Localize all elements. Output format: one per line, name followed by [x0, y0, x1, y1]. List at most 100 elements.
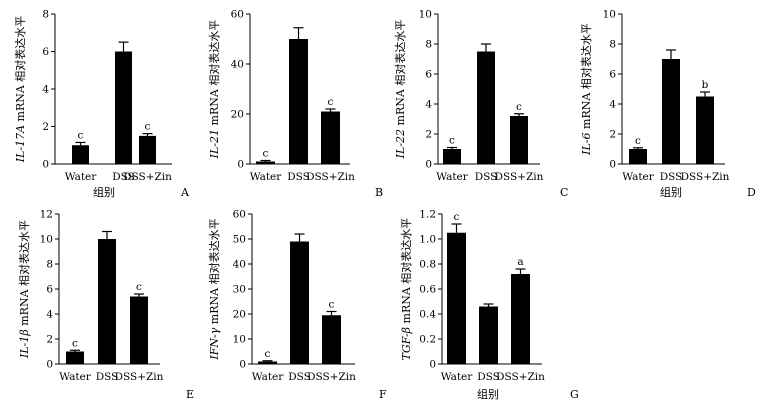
- y-axis-label: IL-22 mRNA 相对表达水平: [393, 20, 407, 160]
- y-tick-label: 10: [40, 234, 53, 246]
- y-tick-label: 60: [231, 9, 244, 21]
- category-label: Water: [436, 171, 469, 183]
- y-tick-label: 12: [40, 209, 53, 221]
- category-label: DSS+Zin: [123, 171, 172, 183]
- y-tick-label: 0: [429, 359, 436, 371]
- y-tick-label: 20: [233, 309, 246, 321]
- panel-letter: G: [570, 388, 579, 401]
- significance-letter: c: [449, 135, 455, 147]
- y-axis-label-text: mRNA 相对表达水平: [393, 20, 407, 129]
- bar: [511, 274, 530, 364]
- y-axis-label-text: mRNA 相对表达水平: [13, 16, 27, 125]
- category-label: Water: [59, 371, 92, 383]
- significance-letter: c: [635, 135, 641, 147]
- y-axis-label: IFN-γ mRNA 相对表达水平: [207, 218, 221, 360]
- bar: [139, 135, 156, 164]
- y-tick-label: 6: [46, 284, 53, 296]
- category-label: DSS: [96, 371, 119, 383]
- y-tick-label: 4: [425, 99, 432, 111]
- y-tick-label: 50: [233, 234, 246, 246]
- bar: [629, 149, 647, 164]
- category-label: DSS+Zin: [496, 371, 545, 383]
- category-label: DSS: [287, 171, 310, 183]
- category-label: DSS: [660, 171, 683, 183]
- bar: [130, 296, 148, 364]
- significance-letter: c: [72, 337, 78, 349]
- y-axis-label-text: mRNA 相对表达水平: [207, 218, 221, 327]
- y-tick-label: 10: [603, 9, 616, 21]
- y-tick-label: 2: [46, 334, 53, 346]
- y-tick-label: 20: [231, 109, 244, 121]
- category-label: Water: [65, 171, 98, 183]
- significance-letter: c: [136, 281, 142, 293]
- y-tick-label: 2: [609, 129, 616, 141]
- category-label: Water: [250, 171, 283, 183]
- x-axis-label: 组别: [477, 387, 499, 401]
- significance-letter: c: [145, 121, 151, 133]
- bar: [115, 51, 132, 164]
- panel-letter: B: [375, 186, 383, 199]
- significance-letter: c: [516, 101, 522, 113]
- y-tick-label: 40: [231, 59, 244, 71]
- y-axis-label-text: mRNA 相对表达水平: [17, 220, 31, 329]
- bar: [98, 239, 116, 364]
- category-label: DSS: [477, 371, 500, 383]
- y-tick-label: 8: [609, 39, 616, 51]
- bar: [443, 149, 461, 164]
- category-label: DSS: [288, 371, 311, 383]
- panel-letter: D: [747, 186, 756, 199]
- bar: [289, 39, 308, 164]
- y-tick-label: 10: [419, 9, 432, 21]
- y-axis-label: IL-17A mRNA 相对表达水平: [13, 16, 27, 164]
- x-axis-label: 组别: [660, 185, 682, 199]
- y-axis-label-text: mRNA 相对表达水平: [399, 218, 413, 327]
- y-axis-label: IL-21 mRNA 相对表达水平: [207, 20, 221, 160]
- x-axis-label: 组别: [93, 185, 115, 199]
- y-tick-label: 30: [233, 284, 246, 296]
- y-tick-label: 0.2: [419, 334, 436, 346]
- panel-letter: E: [186, 388, 194, 401]
- y-tick-label: 1.2: [419, 209, 436, 221]
- y-axis-label: TGF-β mRNA 相对表达水平: [399, 218, 413, 361]
- category-label: DSS+Zin: [115, 371, 164, 383]
- y-axis-label: IL-1β mRNA 相对表达水平: [17, 220, 31, 359]
- category-label: Water: [252, 371, 285, 383]
- y-tick-label: 60: [233, 209, 246, 221]
- bar: [322, 315, 341, 364]
- bar: [66, 351, 84, 364]
- y-tick-label: 4: [42, 84, 49, 96]
- bar: [477, 51, 495, 164]
- bar: [256, 161, 275, 164]
- bar: [479, 306, 498, 364]
- y-tick-label: 0: [237, 159, 244, 171]
- y-axis-label-gene: IL-17A: [14, 125, 27, 163]
- category-label: DSS+Zin: [681, 171, 730, 183]
- y-axis-label-gene: IL-1β: [18, 329, 31, 359]
- y-tick-label: 6: [42, 46, 49, 58]
- y-tick-label: 0: [425, 159, 432, 171]
- panel-letter: F: [379, 388, 387, 401]
- y-tick-label: 0.6: [419, 284, 436, 296]
- bar: [321, 111, 340, 164]
- significance-letter: a: [517, 256, 523, 268]
- bar: [696, 96, 714, 164]
- bar: [290, 241, 309, 364]
- y-tick-label: 8: [425, 39, 432, 51]
- y-axis-label-gene: TGF-β: [400, 327, 413, 360]
- category-label: DSS+Zin: [495, 171, 544, 183]
- y-tick-label: 2: [425, 129, 432, 141]
- category-label: DSS+Zin: [306, 171, 355, 183]
- y-tick-label: 8: [42, 9, 49, 21]
- y-tick-label: 0: [46, 359, 53, 371]
- bar: [72, 145, 89, 164]
- significance-letter: c: [329, 299, 335, 311]
- bar: [510, 116, 528, 164]
- y-axis-label-gene: IL-6: [580, 132, 593, 155]
- significance-letter: c: [78, 129, 84, 141]
